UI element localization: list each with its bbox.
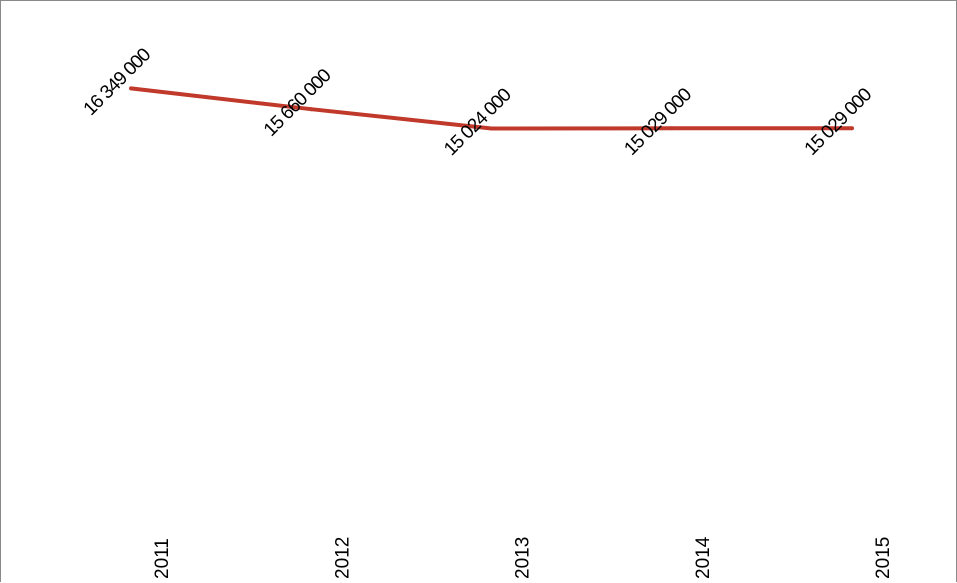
- data-label-2015: 15 029 000: [801, 85, 876, 160]
- x-tick-label-2015: 2015: [873, 537, 894, 579]
- data-labels: 16 349 000 15 660 000 15 024 000 15 029 000…: [80, 45, 876, 160]
- x-tick-label-2012: 2012: [332, 537, 353, 579]
- data-point-2011: [129, 86, 133, 91]
- x-tick-label-2014: 2014: [693, 536, 714, 579]
- data-point-2015: [850, 126, 854, 131]
- data-point-2014: [669, 126, 674, 131]
- data-point-2012: [309, 107, 314, 112]
- x-tick-label-2011: 2011: [152, 538, 173, 579]
- data-label-2014: 15 029 000: [620, 85, 695, 160]
- data-point-2013: [489, 126, 494, 131]
- x-tick-label-2013: 2013: [513, 537, 534, 579]
- x-axis-tick-labels: 2011 2012 2013 2014 2015: [152, 536, 894, 579]
- data-label-2011: 16 349 000: [80, 45, 155, 120]
